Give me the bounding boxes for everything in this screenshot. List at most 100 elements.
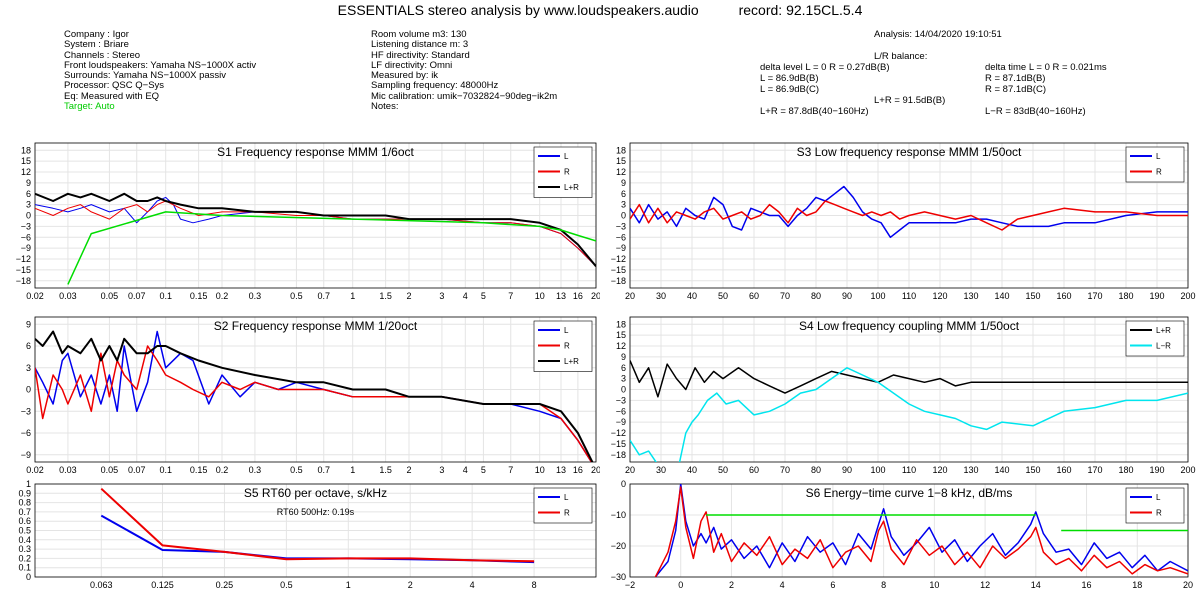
x-tick-label: 5 [481,291,486,301]
x-tick-label: 180 [1118,465,1133,475]
x-tick-label: 0.05 [101,465,119,475]
x-tick-label: 0.02 [26,465,44,475]
y-tick-label: −15 [16,265,31,275]
series-l-r [630,360,1188,398]
y-tick-label: 0 [26,211,31,221]
y-tick-label: 18 [21,145,31,155]
chart-title: S3 Low frequency response MMM 1/50oct [797,145,1022,159]
y-tick-label: 0 [621,211,626,221]
delta-level: delta level L = 0 R = 0.27dB(B) [760,62,890,73]
y-tick-label: −9 [21,450,31,460]
delta-time: delta time L = 0 R = 0.021ms [985,62,1107,73]
x-tick-label: 1.5 [379,465,392,475]
chart-s4: 20 30 40 50 60 70 80 90 100 110 120 130 140 150 160 170… [611,316,1196,475]
x-tick-label: 90 [842,291,852,301]
info-room: Room volume m3: 130 [371,29,467,40]
x-tick-label: 0.25 [216,580,234,590]
info-measured: Measured by: ik [371,70,439,82]
x-tick-label: 50 [718,465,728,475]
x-tick-label: 16 [573,291,583,301]
x-tick-label: 10 [535,291,545,301]
y-tick-label: −15 [611,439,626,449]
y-tick-label: −9 [616,417,626,427]
y-tick-label: 6 [621,189,626,199]
x-tick-label: 7 [508,465,513,475]
chart-annotation: RT60 500Hz: 0.19s [277,507,355,517]
x-tick-label: 60 [749,465,759,475]
legend-label: L [1156,152,1161,161]
y-tick-label: 6 [26,189,31,199]
x-tick-label: 14 [1031,580,1041,590]
x-tick-label: 130 [963,465,978,475]
y-tick-label: 0.2 [18,553,31,563]
page-title: ESSENTIALS stereo analysis by www.loudsp… [0,2,1200,18]
series-r [35,345,593,462]
y-tick-label: −20 [611,541,626,551]
x-tick-label: 130 [963,291,978,301]
plot-frame [34,483,597,578]
y-tick-label: 12 [21,167,31,177]
legend-label: R [564,342,570,351]
x-tick-label: 160 [1056,465,1071,475]
x-tick-label: 200 [1180,465,1195,475]
legend-label: L [564,326,569,335]
chart-s2: 0.02 0.03 0.05 0.07 0.1 0.15 0.2 0.3 0.5 0.7 1 1.5 2… [21,316,600,475]
x-tick-label: 20 [591,465,600,475]
y-tick-label: 0.3 [18,544,31,554]
y-tick-label: 6 [621,363,626,373]
y-tick-label: 0 [621,479,626,489]
legend-label: L [564,152,569,161]
x-tick-label: 180 [1118,291,1133,301]
chart-title: S6 Energy−time curve 1−8 kHz, dB/ms [806,486,1013,500]
y-tick-label: 0 [621,385,626,395]
x-tick-label: 1 [350,465,355,475]
series-target [67,211,596,285]
series-r [630,200,1188,231]
x-tick-label: 0.02 [26,291,44,301]
x-tick-label: 13 [556,465,566,475]
r-level-c: R = 87.1dB(C) [985,84,1046,95]
legend: L+R L−R [1125,320,1185,357]
series-l [35,196,596,267]
y-tick-label: −6 [616,232,626,242]
x-tick-label: 40 [687,291,697,301]
y-tick-label: 9 [621,352,626,362]
y-tick-label: −10 [611,510,626,520]
x-tick-label: 190 [1149,291,1164,301]
lpr-level: L+R = 91.5dB(B) [874,95,946,106]
x-tick-label: 0.7 [317,291,330,301]
chart-title: S4 Low frequency coupling MMM 1/50oct [799,319,1020,333]
x-tick-label: 80 [811,291,821,301]
legend: LR [533,487,593,524]
x-tick-label: 0.3 [249,465,262,475]
y-tick-label: 9 [26,319,31,329]
x-tick-label: 150 [1025,465,1040,475]
x-tick-label: 8 [532,580,537,590]
y-tick-label: 0.6 [18,516,31,526]
x-tick-label: 2 [406,291,411,301]
x-tick-label: 2 [408,580,413,590]
legend: LR L+R [533,146,593,198]
info-lf: LF directivity: Omni [371,59,453,71]
y-tick-label: 18 [616,319,626,329]
y-tick-label: −12 [611,428,626,438]
x-tick-label: 110 [902,291,916,301]
x-tick-label: 170 [1087,291,1102,301]
legend: LR [1125,146,1185,183]
y-tick-label: 1 [26,479,31,489]
x-tick-label: 110 [902,465,916,475]
x-tick-label: 18 [1132,580,1142,590]
x-tick-label: 20 [1183,580,1193,590]
series-l-r [35,192,596,267]
y-tick-label: 6 [26,341,31,351]
info-distance: Listening distance m: 3 [371,39,469,51]
x-tick-label: 0.03 [59,465,77,475]
y-tick-label: −15 [611,265,626,275]
y-tick-label: 0 [26,572,31,582]
x-tick-label: 90 [842,465,852,475]
x-tick-label: 50 [718,291,728,301]
y-tick-label: −3 [616,221,626,231]
x-tick-label: 1 [346,580,351,590]
y-tick-label: 15 [616,330,626,340]
x-tick-label: 7 [508,291,513,301]
